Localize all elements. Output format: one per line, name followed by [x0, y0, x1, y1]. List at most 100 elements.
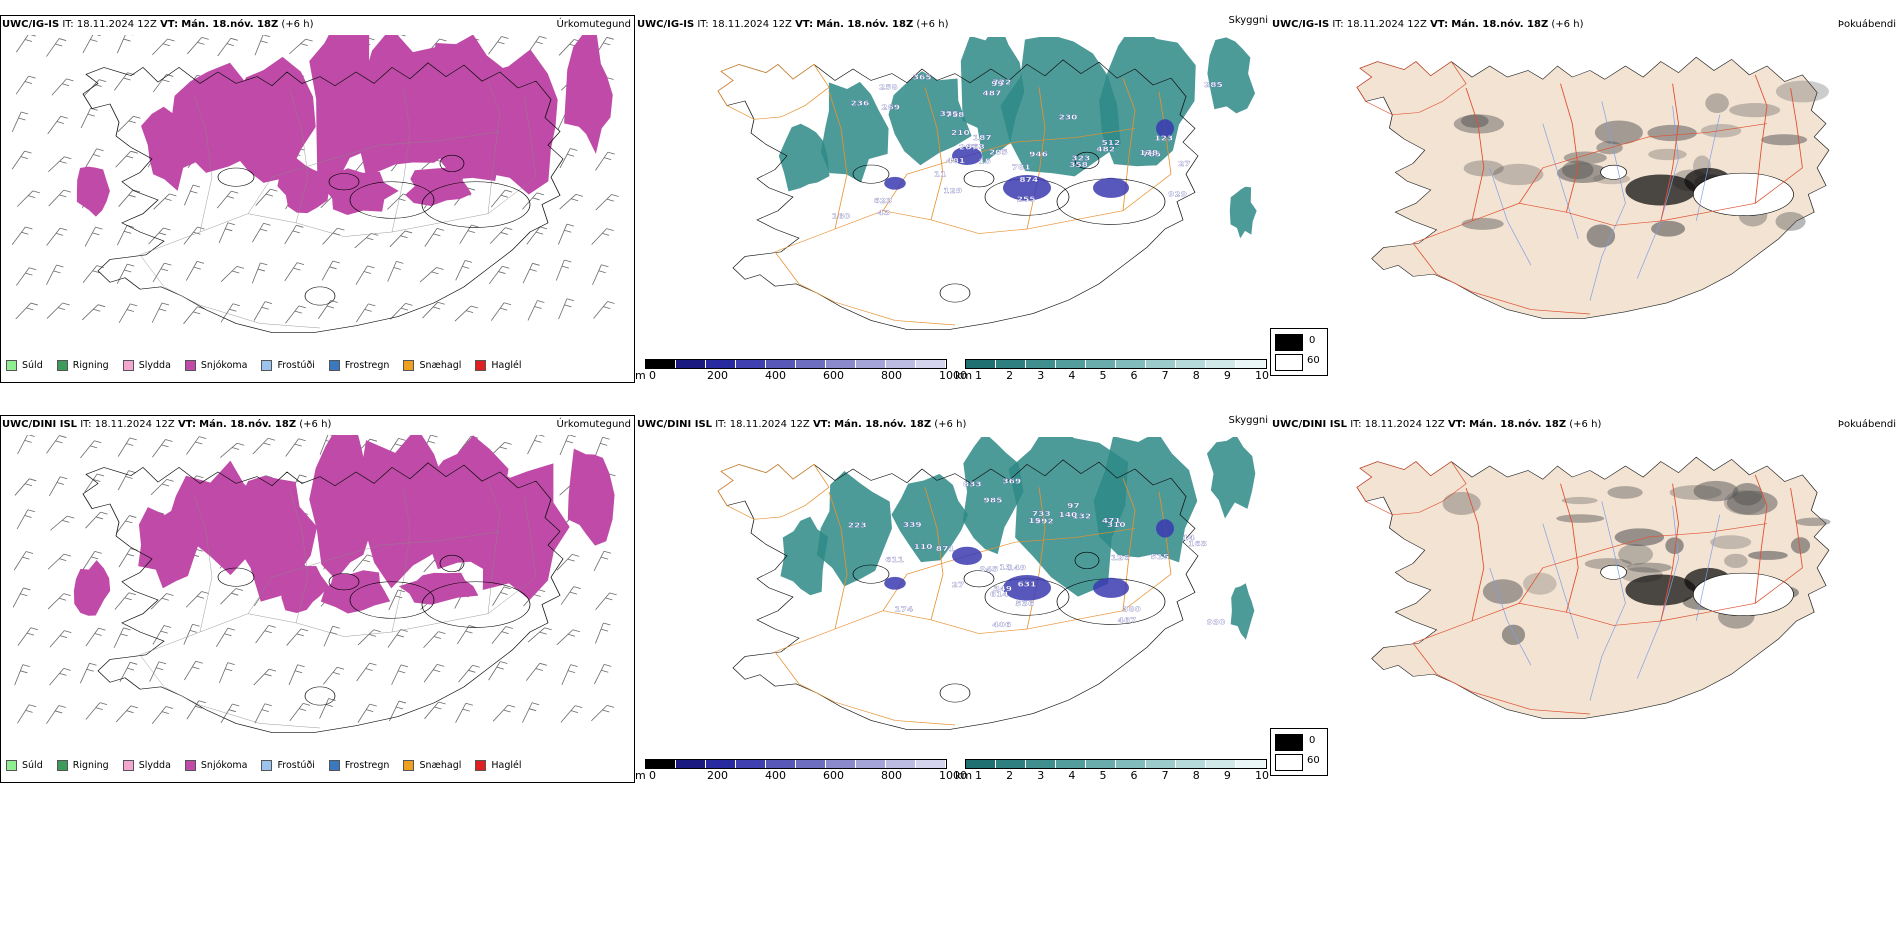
colorbar-segment [1086, 360, 1116, 368]
cloud-base-label: 126 [1111, 554, 1130, 562]
fog-index-legend: 0 60 [1270, 728, 1328, 776]
colorbar-segment [826, 760, 856, 768]
visibility-map: 992 945 930 871 536 833 614 471 132 349 631 97 310 40… [717, 437, 1256, 730]
legend-swatch [122, 760, 134, 771]
legend-label: Haglél [491, 360, 522, 371]
colorbar-segment [1116, 760, 1146, 768]
model-name: UWC/DINI ISL [637, 419, 713, 430]
colorbar-segment [706, 360, 736, 368]
cloud-base-label: 187 [973, 134, 992, 142]
cloud-base-label: 355 [940, 110, 959, 118]
legend-item: Súld [6, 360, 43, 371]
colorbar-tick: 400 [765, 369, 786, 382]
legend-swatch [6, 360, 17, 371]
visibility-map: 722 482 623 929 236 27 874 99 258 205 285 355 269 365… [717, 37, 1257, 330]
cloud-base-label: 14 [1182, 534, 1195, 542]
legend-label: Súld [22, 760, 43, 771]
colorbar-segment [1086, 760, 1116, 768]
colorbar-unit: km [955, 369, 973, 382]
legend-label: Snjókoma [200, 760, 248, 771]
colorbar-segment [1146, 360, 1176, 368]
colorbar-segment [996, 360, 1026, 368]
panel-header: UWC/DINI ISL IT: 18.11.2024 12Z VT: Mán.… [637, 419, 966, 430]
cloud-base-label: 269 [881, 103, 900, 111]
cloud-base-label: 230 [1059, 114, 1078, 122]
colorbar-segment [646, 360, 676, 368]
lead-offset: (+6 h) [281, 19, 314, 30]
cloud-base-label: 945 [980, 565, 999, 573]
panel-title: Skyggni [1228, 15, 1268, 26]
panel-title: Þokuábendi [1837, 19, 1896, 30]
colorbar-tick: 7 [1161, 769, 1169, 782]
cloud-base-label: 623 [873, 197, 892, 205]
colorbar-segment [706, 760, 736, 768]
valid-time: Mán. 18.nóv. 18Z [834, 419, 932, 430]
colorbar-segment [1056, 360, 1086, 368]
model-name: UWC/DINI ISL [2, 419, 78, 430]
visibility-colorbar: km 1 2 3 4 5 6 7 8 9 10 [955, 757, 1275, 787]
legend-swatch [475, 760, 487, 771]
colorbar-unit: m [635, 769, 646, 782]
colorbar-unit: m [635, 369, 646, 382]
cloud-base-label: 985 [984, 496, 1003, 504]
colorbar-tick: 10 [1255, 369, 1269, 382]
colorbar-segment [856, 360, 886, 368]
colorbar-segment [1026, 760, 1056, 768]
cloud-base-label: 614 [990, 591, 1009, 599]
fog-index-map [1356, 456, 1831, 719]
panel-title: Skyggni [1228, 415, 1268, 426]
colorbar-tick: 1 [975, 369, 982, 382]
init-time: 18.11.2024 12Z [76, 19, 157, 30]
legend-item: Snjókoma [184, 760, 248, 771]
cloud-base-label: 27 [952, 581, 965, 589]
lead-offset: (+6 h) [916, 19, 949, 30]
cloud-base-label: 160 [832, 213, 851, 221]
init-time: 18.11.2024 12Z [1364, 419, 1445, 430]
colorbar-segment [996, 760, 1026, 768]
cloud-base-label: 733 [1032, 510, 1051, 518]
panel-header: UWC/IG-IS IT: 18.11.2024 12Z VT: Mán. 18… [2, 19, 313, 30]
valid-time: Mán. 18.nóv. 18Z [816, 19, 914, 30]
panel-header: UWC/IG-IS IT: 18.11.2024 12Z VT: Mán. 18… [637, 19, 948, 30]
legend-item: Frostúði [261, 760, 315, 771]
colorbar-segment [1176, 760, 1206, 768]
colorbar-tick: 6 [1130, 769, 1138, 782]
colorbar-segment [736, 760, 766, 768]
colorbar-segment [676, 360, 706, 368]
colorbar-tick: 1 [975, 769, 982, 782]
colorbar-strip [965, 759, 1267, 769]
cloud-base-label: 15 [978, 158, 991, 166]
colorbar-segment [916, 760, 946, 768]
legend-swatch [403, 360, 415, 371]
legend-swatch [261, 360, 273, 371]
legend-item: Frostregn [328, 360, 389, 371]
cloud-base-label: 874 [1019, 176, 1038, 184]
cloud-base-label: 781 [1012, 164, 1031, 172]
init-time: 18.11.2024 12Z [94, 419, 175, 430]
fog-tick-60: 60 [1307, 355, 1320, 366]
precip-type-panel-2: UWC/DINI ISL IT: 18.11.2024 12Z VT: Mán.… [0, 415, 635, 783]
legend-swatch [122, 360, 134, 371]
fog-index-map [1356, 56, 1830, 319]
valid-time-label: VT: [177, 419, 196, 430]
cloud-base-label: 110 [914, 543, 933, 551]
colorbar-tick: 4 [1068, 769, 1076, 782]
cloud-base-label: 97 [1067, 502, 1080, 510]
lead-offset: (+6 h) [934, 419, 967, 430]
cloud-base-label: 339 [903, 521, 922, 529]
panel-header: UWC/DINI ISL IT: 18.11.2024 12Z VT: Mán.… [1272, 419, 1601, 430]
colorbar-segment [1176, 360, 1206, 368]
legend-item: Frostregn [328, 760, 389, 771]
colorbar-tick: 200 [707, 769, 728, 782]
colorbar-segment [1236, 360, 1266, 368]
model-name: UWC/IG-IS [2, 19, 60, 30]
panel-title: Þokuábendi [1837, 419, 1896, 430]
colorbar-segment [1146, 760, 1176, 768]
lead-offset: (+6 h) [1551, 19, 1584, 30]
cloud-base-colorbar: m 0 200 400 600 800 1000 [635, 757, 967, 787]
colorbar-segment [966, 360, 996, 368]
panel-title: Úrkomutegund [556, 19, 631, 30]
lead-offset: (+6 h) [299, 419, 332, 430]
colorbar-tick: 2 [1006, 369, 1014, 382]
cloud-base-label: 930 [1207, 618, 1226, 626]
